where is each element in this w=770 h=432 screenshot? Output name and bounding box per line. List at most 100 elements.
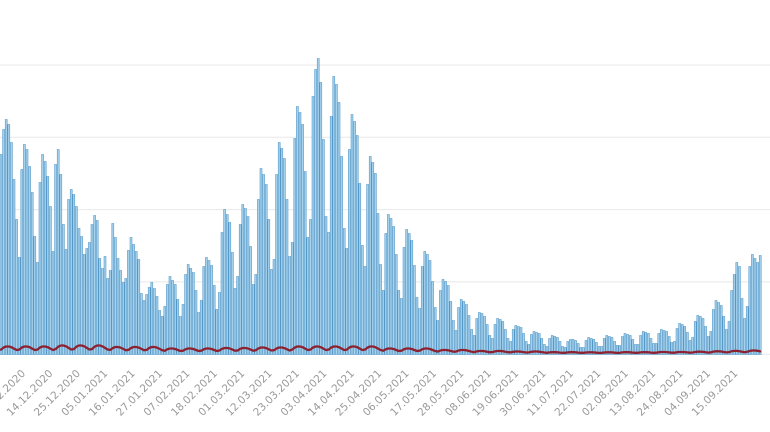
case-bar[interactable] [257, 199, 260, 355]
case-bar[interactable] [626, 334, 629, 355]
case-bar[interactable] [340, 156, 343, 355]
case-bar[interactable] [155, 296, 159, 355]
case-bar[interactable] [472, 335, 476, 355]
case-bar[interactable] [366, 184, 369, 355]
case-bar[interactable] [244, 208, 247, 355]
case-bar[interactable] [43, 161, 47, 355]
case-bar[interactable] [254, 274, 258, 355]
case-bar[interactable] [111, 223, 115, 355]
case-bar[interactable] [636, 344, 640, 355]
case-bar[interactable] [673, 341, 676, 355]
case-bar[interactable] [374, 173, 377, 355]
case-bar[interactable] [756, 262, 759, 355]
case-bar[interactable] [363, 266, 367, 355]
case-bar[interactable] [358, 183, 362, 355]
case-bar[interactable] [233, 288, 237, 355]
case-bar[interactable] [166, 284, 169, 355]
case-bar[interactable] [387, 214, 390, 355]
case-bar[interactable] [725, 329, 728, 355]
case-bar[interactable] [644, 332, 648, 355]
case-bar[interactable] [2, 129, 5, 355]
case-bar[interactable] [506, 338, 510, 355]
case-bar[interactable] [381, 290, 385, 355]
case-bar[interactable] [714, 300, 718, 355]
case-bar[interactable] [303, 171, 307, 355]
case-bar[interactable] [400, 298, 403, 355]
case-bar[interactable] [738, 266, 741, 355]
case-bar[interactable] [116, 258, 120, 355]
case-bar[interactable] [597, 346, 601, 355]
case-bar[interactable] [722, 316, 726, 355]
case-bar[interactable] [311, 96, 315, 355]
case-bar[interactable] [647, 333, 650, 355]
case-bar[interactable] [158, 310, 161, 355]
case-bar[interactable] [532, 331, 536, 355]
case-bar[interactable] [452, 320, 455, 355]
case-bar[interactable] [693, 321, 697, 355]
case-bar[interactable] [134, 251, 138, 355]
case-bar[interactable] [517, 326, 520, 355]
case-bar[interactable] [735, 262, 739, 355]
case-bar[interactable] [124, 278, 128, 355]
case-bar[interactable] [114, 237, 117, 355]
case-bar[interactable] [587, 337, 590, 355]
case-bar[interactable] [561, 346, 564, 355]
case-bar[interactable] [324, 216, 328, 355]
case-bar[interactable] [527, 344, 531, 355]
case-bar[interactable] [306, 237, 310, 355]
case-bar[interactable] [657, 333, 661, 355]
case-bar[interactable] [88, 242, 91, 355]
case-bar[interactable] [602, 338, 606, 355]
case-bar[interactable] [514, 325, 518, 355]
case-bar[interactable] [194, 290, 198, 355]
case-bar[interactable] [699, 316, 702, 355]
case-bar[interactable] [129, 237, 133, 355]
case-bar[interactable] [493, 324, 497, 355]
case-bar[interactable] [119, 270, 122, 355]
case-bar[interactable] [192, 272, 195, 355]
case-bar[interactable] [543, 344, 546, 355]
case-bar[interactable] [108, 270, 112, 355]
case-bar[interactable] [545, 346, 549, 355]
case-bar[interactable] [46, 176, 50, 355]
case-bar[interactable] [202, 266, 206, 355]
case-bar[interactable] [106, 278, 109, 355]
case-bar[interactable] [98, 258, 102, 355]
case-bar[interactable] [361, 245, 364, 355]
case-bar[interactable] [475, 318, 479, 355]
case-bar[interactable] [72, 194, 76, 355]
case-bar[interactable] [298, 112, 302, 355]
case-bar[interactable] [392, 226, 395, 355]
case-bar[interactable] [683, 326, 687, 355]
case-bar[interactable] [540, 338, 544, 355]
case-bar[interactable] [207, 260, 211, 355]
case-bar[interactable] [691, 337, 694, 355]
case-bar[interactable] [537, 333, 541, 355]
case-bar[interactable] [444, 281, 447, 355]
case-bar[interactable] [745, 306, 749, 355]
case-bar[interactable] [181, 304, 185, 355]
case-bar[interactable] [384, 233, 388, 355]
case-bar[interactable] [348, 149, 351, 355]
case-bar[interactable] [212, 285, 216, 355]
case-bar[interactable] [90, 224, 94, 355]
case-bar[interactable] [379, 264, 382, 355]
case-bar[interactable] [345, 248, 349, 355]
case-bar[interactable] [654, 343, 658, 355]
case-bar[interactable] [478, 312, 481, 355]
case-bar[interactable] [706, 336, 710, 355]
case-bar[interactable] [467, 315, 471, 355]
case-bar[interactable] [205, 257, 208, 355]
case-bar[interactable] [660, 329, 663, 355]
case-bar[interactable] [743, 318, 746, 355]
case-bar[interactable] [54, 164, 57, 355]
case-bar[interactable] [236, 276, 239, 355]
case-bar[interactable] [153, 288, 156, 355]
case-bar[interactable] [519, 327, 523, 355]
case-bar[interactable] [150, 282, 154, 355]
case-bar[interactable] [631, 339, 635, 355]
case-bar[interactable] [293, 138, 297, 355]
case-bar[interactable] [480, 313, 484, 355]
case-bar[interactable] [446, 285, 450, 355]
case-bar[interactable] [210, 265, 213, 355]
